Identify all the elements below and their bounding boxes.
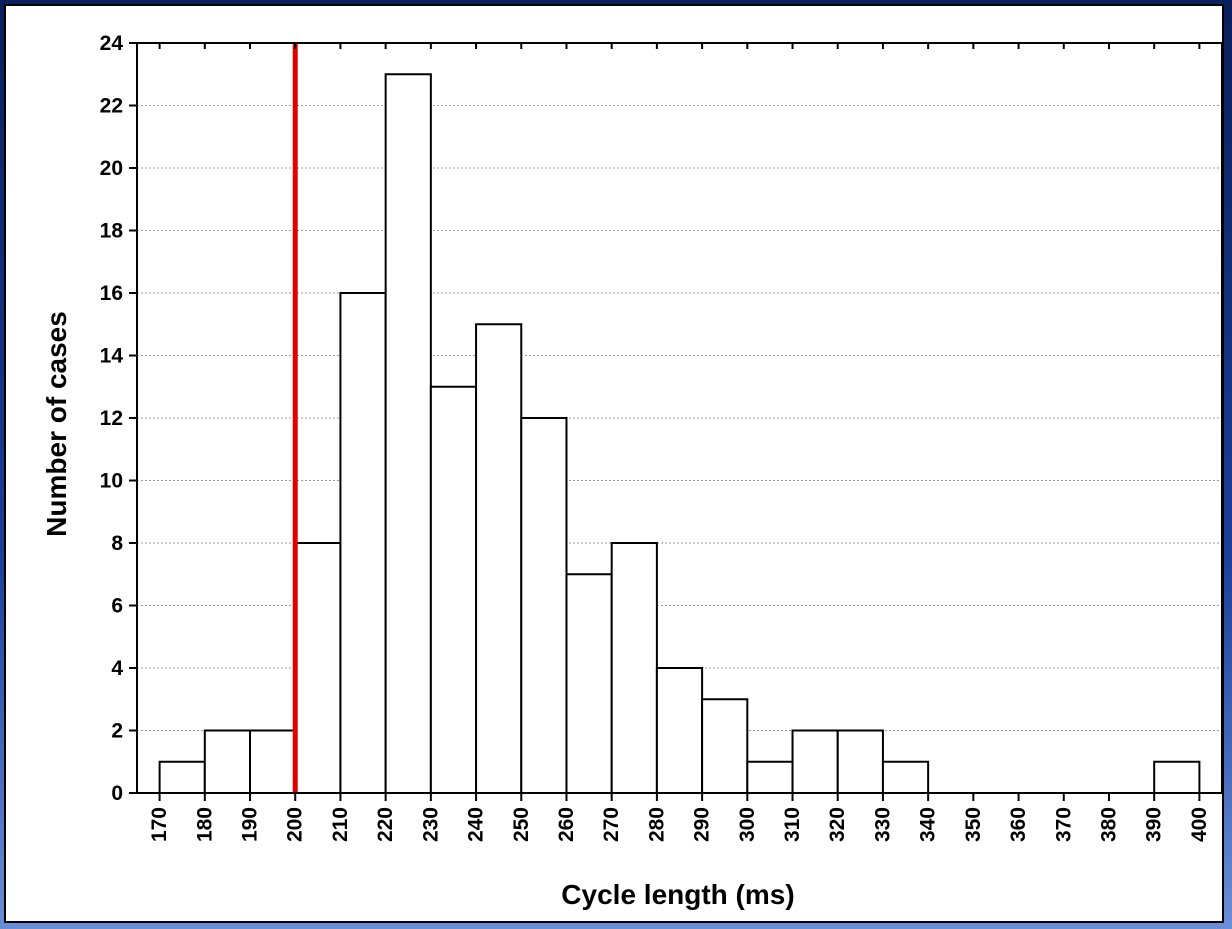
axes <box>129 42 1222 801</box>
histogram-bar <box>520 417 568 794</box>
histogram-bar <box>339 292 387 794</box>
y-tick-label: 16 <box>100 282 123 305</box>
y-tick-label: 20 <box>100 157 123 180</box>
histogram-bar <box>203 729 252 794</box>
histogram-bar <box>746 760 794 794</box>
histogram-bar <box>655 667 704 794</box>
x-tick-label: 250 <box>510 807 533 842</box>
x-tick-label: 310 <box>781 807 804 842</box>
histogram-bar <box>475 323 523 794</box>
x-tick-label: 300 <box>736 807 759 842</box>
x-tick-label: 200 <box>284 807 307 842</box>
x-tick-label: 400 <box>1188 807 1211 842</box>
y-tick-label: 24 <box>100 32 124 55</box>
y-tick-label: 10 <box>100 470 123 493</box>
y-tick-label: 18 <box>100 220 124 243</box>
y-tick-label: 0 <box>111 782 123 805</box>
histogram-bar <box>610 542 658 794</box>
histogram-bar <box>791 729 839 794</box>
chart-frame: 0 2 4 6 8 10 12 14 16 18 20 22 24 170 180 190 200 210 220… <box>4 4 1224 923</box>
x-tick-label: 350 <box>962 807 985 842</box>
histogram-bar <box>294 542 342 794</box>
bars <box>158 73 1201 794</box>
x-tick-label: 270 <box>600 807 623 842</box>
x-tick-label: 240 <box>465 807 488 842</box>
y-tick-label: 2 <box>111 720 123 743</box>
x-tick-label: 170 <box>148 807 171 842</box>
x-tick-label: 230 <box>419 807 442 842</box>
histogram-bar <box>836 729 884 794</box>
histogram-bar <box>429 385 478 794</box>
x-tick-labels: 170 180 190 200 210 220 230 240 250 260 270 280 290 3… <box>148 807 1211 842</box>
x-tick-label: 320 <box>826 807 849 842</box>
x-tick-label: 380 <box>1097 807 1120 842</box>
y-tick-label: 6 <box>111 595 123 618</box>
x-tick-label: 220 <box>374 807 397 842</box>
y-tick-label: 14 <box>100 345 124 368</box>
histogram-bar <box>384 73 432 794</box>
y-tick-label: 12 <box>100 407 123 430</box>
x-tick-label: 280 <box>645 807 668 842</box>
x-tick-label: 290 <box>691 807 714 842</box>
x-tick-label: 190 <box>239 807 262 842</box>
histogram-bar <box>249 729 297 794</box>
y-axis-title: Number of cases <box>41 311 72 537</box>
x-tick-label: 370 <box>1052 807 1075 842</box>
y-tick-label: 8 <box>111 532 123 555</box>
x-tick-label: 390 <box>1143 807 1166 842</box>
y-tick-label: 22 <box>100 95 123 118</box>
x-tick-label: 260 <box>555 807 578 842</box>
x-axis-title: Cycle length (ms) <box>561 879 794 910</box>
x-tick-label: 180 <box>193 807 216 842</box>
x-tick-label: 210 <box>329 807 352 842</box>
x-tick-label: 360 <box>1007 807 1030 842</box>
histogram-bar <box>565 573 613 794</box>
x-tick-label: 330 <box>871 807 894 842</box>
histogram-bar <box>701 698 749 794</box>
x-tick-label: 340 <box>917 807 940 842</box>
histogram-bar <box>881 760 930 794</box>
histogram-bar <box>158 760 206 794</box>
y-tick-label: 4 <box>111 657 123 680</box>
histogram-bar <box>1153 760 1201 794</box>
